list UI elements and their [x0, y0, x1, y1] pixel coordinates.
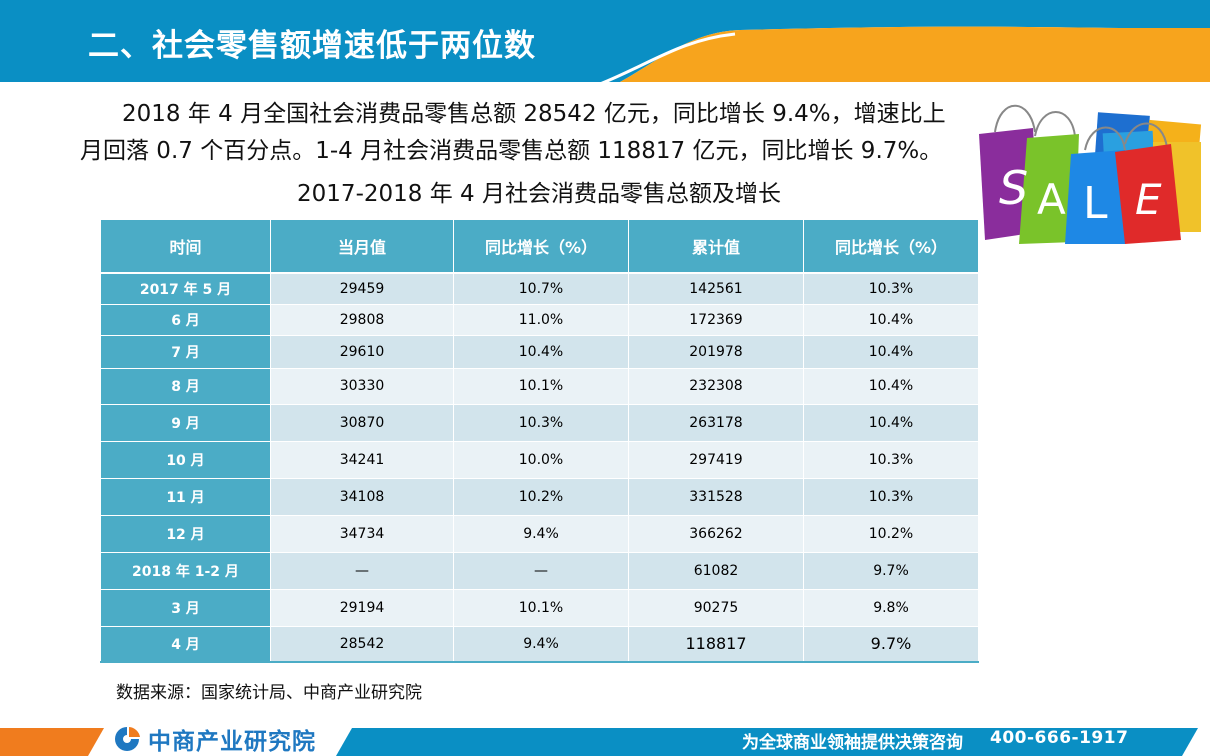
red-bag	[1115, 144, 1181, 244]
green-bag	[1019, 134, 1079, 244]
cell-monthly-growth: 9.4%	[453, 514, 629, 553]
cell-cumulative-value: 201978	[628, 334, 804, 369]
cell-monthly-value: 29808	[270, 303, 454, 336]
cell-time: 2017 年 5 月	[100, 272, 271, 305]
summary-line-1: 2018 年 4 月全国社会消费品零售总额 28542 亿元，同比增长 9.4%…	[122, 101, 946, 127]
cell-monthly-growth: 10.4%	[453, 334, 629, 369]
cell-time: 7 月	[100, 334, 271, 369]
cell-cumulative-value: 172369	[628, 303, 804, 336]
header-banner: 二、社会零售额增速低于两位数	[0, 0, 1210, 86]
company-logo: 中商产业研究院	[112, 725, 316, 755]
sale-letter-l: L	[1083, 178, 1108, 229]
footer-phone: 400-666-1917	[990, 728, 1129, 748]
table-row: 8 月 30330 10.1% 232308 10.4%	[100, 367, 979, 405]
footer-slogan: 为全球商业领袖提供决策咨询	[742, 733, 963, 753]
retail-sales-table: 时间 当月值 同比增长（%） 累计值 同比增长（%） 2017 年 5 月 29…	[100, 220, 979, 663]
cell-cumulative-growth: 10.4%	[803, 367, 979, 405]
cell-monthly-growth: 10.1%	[453, 367, 629, 405]
table-row: 10 月 34241 10.0% 297419 10.3%	[100, 440, 979, 479]
cell-monthly-growth: 10.7%	[453, 272, 629, 305]
sale-letter-s: S	[999, 161, 1028, 215]
table-row: 9 月 30870 10.3% 263178 10.4%	[100, 403, 979, 442]
header-cumulative-growth: 同比增长（%）	[803, 220, 979, 274]
summary-paragraph: 2018 年 4 月全国社会消费品零售总额 28542 亿元，同比增长 9.4%…	[80, 96, 960, 170]
cell-cumulative-growth: 9.7%	[803, 551, 979, 590]
table-row: 7 月 29610 10.4% 201978 10.4%	[100, 334, 979, 369]
summary-line-2: 月回落 0.7 个百分点。1-4 月社会消费品零售总额 118817 亿元，同比…	[80, 138, 943, 164]
table-row: 12 月 34734 9.4% 366262 10.2%	[100, 514, 979, 553]
header-cumulative-value: 累计值	[628, 220, 804, 274]
cell-monthly-value: 34108	[270, 477, 454, 516]
footer-bar	[0, 722, 1210, 756]
header-monthly-growth: 同比增长（%）	[453, 220, 629, 274]
cell-cumulative-value: 232308	[628, 367, 804, 405]
cell-monthly-growth: 11.0%	[453, 303, 629, 336]
cell-cumulative-value: 118817	[628, 625, 804, 663]
cell-cumulative-value: 142561	[628, 272, 804, 305]
cell-monthly-growth: 10.1%	[453, 588, 629, 627]
company-name: 中商产业研究院	[148, 729, 316, 755]
sale-letter-e: E	[1135, 175, 1162, 224]
cell-time: 3 月	[100, 588, 271, 627]
cell-time: 12 月	[100, 514, 271, 553]
cell-monthly-growth: 10.0%	[453, 440, 629, 479]
blue-bag	[1065, 150, 1125, 244]
cell-time: 4 月	[100, 625, 271, 663]
table-row: 4 月 28542 9.4% 118817 9.7%	[100, 625, 979, 663]
cell-cumulative-growth: 10.2%	[803, 514, 979, 553]
cell-cumulative-growth: 10.4%	[803, 334, 979, 369]
company-logo-icon	[115, 727, 140, 751]
sale-letter-a: A	[1037, 175, 1066, 224]
cell-time: 6 月	[100, 303, 271, 336]
cell-time: 8 月	[100, 367, 271, 405]
header-monthly-value: 当月值	[270, 220, 454, 274]
page-title: 二、社会零售额增速低于两位数	[88, 28, 536, 64]
cell-monthly-value: 30330	[270, 367, 454, 405]
table-row: 6 月 29808 11.0% 172369 10.4%	[100, 303, 979, 336]
cell-cumulative-value: 331528	[628, 477, 804, 516]
table-row: 11 月 34108 10.2% 331528 10.3%	[100, 477, 979, 516]
cell-monthly-growth: 9.4%	[453, 625, 629, 663]
header-background	[0, 0, 1210, 86]
table-row: 3 月 29194 10.1% 90275 9.8%	[100, 588, 979, 627]
cell-monthly-growth: 10.2%	[453, 477, 629, 516]
cell-cumulative-value: 90275	[628, 588, 804, 627]
cell-time: 10 月	[100, 440, 271, 479]
cell-cumulative-growth: 10.4%	[803, 403, 979, 442]
cell-cumulative-growth: 10.3%	[803, 477, 979, 516]
cell-monthly-growth: 10.3%	[453, 403, 629, 442]
cell-cumulative-growth: 9.7%	[803, 625, 979, 663]
cell-monthly-value: 30870	[270, 403, 454, 442]
cell-monthly-growth: —	[453, 551, 629, 590]
table-header-row: 时间 当月值 同比增长（%） 累计值 同比增长（%）	[100, 220, 979, 274]
data-source-note: 数据来源：国家统计局、中商产业研究院	[116, 683, 422, 703]
cell-cumulative-growth: 10.4%	[803, 303, 979, 336]
cell-cumulative-growth: 10.3%	[803, 272, 979, 305]
cell-monthly-value: 29194	[270, 588, 454, 627]
cell-monthly-value: 29459	[270, 272, 454, 305]
cell-time: 9 月	[100, 403, 271, 442]
cell-monthly-value: 34734	[270, 514, 454, 553]
cell-cumulative-growth: 10.3%	[803, 440, 979, 479]
cell-monthly-value: 28542	[270, 625, 454, 663]
footer-background	[0, 728, 1198, 756]
cell-time: 11 月	[100, 477, 271, 516]
table-caption: 2017-2018 年 4 月社会消费品零售总额及增长	[297, 181, 781, 207]
cell-cumulative-value: 61082	[628, 551, 804, 590]
sale-bags-image: S A L E	[975, 92, 1205, 246]
cell-cumulative-value: 366262	[628, 514, 804, 553]
cell-time: 2018 年 1-2 月	[100, 551, 271, 590]
cell-cumulative-value: 263178	[628, 403, 804, 442]
cell-monthly-value: —	[270, 551, 454, 590]
cell-cumulative-growth: 9.8%	[803, 588, 979, 627]
table-row: 2017 年 5 月 29459 10.7% 142561 10.3%	[100, 272, 979, 305]
cell-monthly-value: 34241	[270, 440, 454, 479]
cell-cumulative-value: 297419	[628, 440, 804, 479]
table-row: 2018 年 1-2 月 — — 61082 9.7%	[100, 551, 979, 590]
cell-monthly-value: 29610	[270, 334, 454, 369]
header-time: 时间	[100, 220, 271, 274]
